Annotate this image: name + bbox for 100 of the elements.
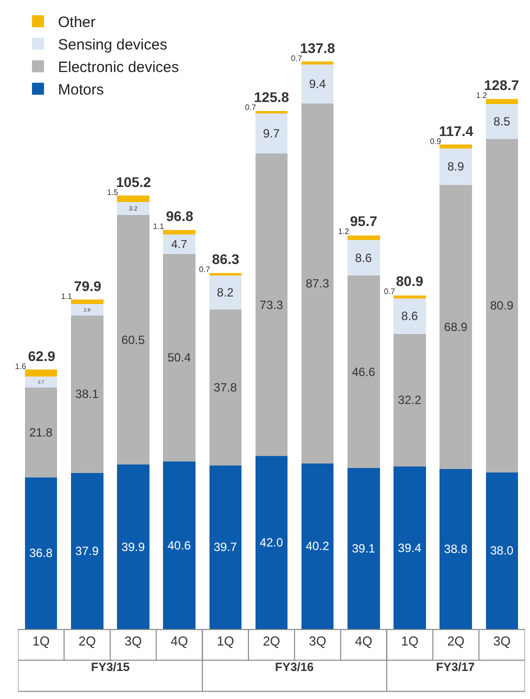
data-label: 50.4: [167, 350, 192, 365]
data-label: 60.5: [121, 332, 146, 347]
text: FY3/17: [436, 660, 476, 674]
bar: [348, 276, 380, 468]
data-label: 8.5: [493, 114, 510, 128]
total-label: 62.9: [28, 348, 56, 364]
bar: [440, 144, 472, 148]
bar: [163, 230, 196, 234]
data-label: 42.0: [260, 535, 284, 550]
x-tick-label: 1Q: [401, 634, 418, 649]
data-label: 36.8: [29, 546, 53, 560]
legend-label: Motors: [58, 82, 104, 99]
bar: [348, 468, 380, 629]
bar: [301, 62, 334, 65]
data-label: 8.2: [216, 286, 234, 300]
data-label: 37.9: [75, 544, 99, 558]
total-label: 80.9: [396, 273, 424, 289]
data-label: 32.2: [398, 393, 422, 408]
bar: [255, 154, 288, 456]
bar: [24, 376, 58, 388]
data-label: 9.4: [309, 76, 326, 91]
data-label: 0.7: [291, 54, 303, 63]
x-tick-label: 2Q: [447, 634, 465, 649]
bar: [394, 466, 426, 629]
bar: [394, 295, 426, 298]
data-label: 0.7: [384, 287, 396, 296]
x-tick-label: 1Q: [216, 634, 234, 649]
data-label: 1.1: [61, 292, 73, 301]
total-label: 125.8: [254, 89, 290, 105]
data-label: 0.7: [199, 265, 211, 274]
bar: [163, 234, 196, 254]
text: FY3/16: [275, 660, 314, 674]
bar: [301, 64, 334, 104]
data-label: 21.8: [29, 425, 53, 440]
x-tick-label: 2Q: [78, 634, 96, 649]
bar: [24, 370, 58, 376]
x-tick-label: 1Q: [32, 634, 50, 649]
data-label: 1.1: [153, 222, 165, 231]
bar: [394, 334, 426, 467]
total-label: 79.9: [74, 278, 102, 294]
bar: [486, 98, 518, 104]
bar: [440, 148, 472, 185]
total-label: 137.8: [300, 40, 336, 56]
legend-label: Sensing devices: [58, 36, 168, 54]
x-tick-label: 3Q: [124, 634, 142, 649]
bar: [486, 138, 518, 472]
data-label: 8.9: [447, 160, 464, 174]
data-label: 8.6: [401, 309, 418, 324]
data-label: 68.9: [444, 320, 468, 334]
bar: [71, 304, 104, 316]
bar: [163, 462, 196, 629]
data-label: 87.3: [306, 276, 330, 290]
data-label: 39.9: [121, 540, 146, 554]
data-label: 1.2: [338, 227, 350, 236]
bar: [440, 469, 472, 629]
bar: [394, 298, 426, 334]
bar: [163, 254, 196, 462]
bar: [348, 235, 380, 240]
data-label: 73.3: [260, 298, 284, 312]
bar: [209, 465, 242, 629]
data-label: 1.5: [107, 188, 119, 197]
data-label: 39.7: [214, 540, 238, 554]
data-label: 40.6: [167, 538, 192, 552]
bar: [255, 456, 288, 629]
data-label: 37.8: [214, 380, 238, 394]
bar: [440, 184, 472, 470]
data-label: 1.6: [15, 362, 27, 371]
legend-label: Other: [58, 14, 96, 32]
x-tick-label: 3Q: [493, 634, 511, 649]
total-label: 95.7: [350, 213, 378, 229]
bar: [301, 103, 334, 464]
bar: [301, 463, 334, 629]
data-label: 9.7: [262, 126, 280, 141]
text: FY3/15: [91, 660, 130, 674]
data-label: 46.6: [352, 364, 376, 379]
bar: [209, 276, 242, 310]
legend-label: Electronic devices: [58, 59, 179, 76]
bar: [348, 240, 380, 276]
data-label: 0.7: [245, 103, 257, 112]
data-label: 40.2: [306, 539, 330, 554]
bar: [486, 104, 518, 139]
bar: [117, 196, 150, 202]
bar: [255, 114, 288, 154]
total-label: 128.7: [484, 77, 520, 93]
data-label: 39.4: [398, 540, 422, 555]
total-label: 105.2: [116, 174, 152, 190]
bar: [117, 202, 150, 216]
bar: [117, 464, 150, 629]
data-label: 39.1: [352, 541, 376, 556]
data-label: 1.2: [476, 91, 488, 100]
total-label: 117.4: [439, 123, 474, 139]
bar: [71, 316, 104, 473]
bar: [24, 387, 58, 478]
x-tick-label: 3Q: [308, 634, 326, 649]
bar: [71, 472, 104, 629]
bar: [71, 300, 104, 304]
total-label: 96.8: [166, 208, 194, 224]
x-tick-label: 4Q: [355, 634, 372, 649]
data-label: 38.0: [490, 544, 514, 558]
x-tick-label: 2Q: [262, 634, 280, 649]
